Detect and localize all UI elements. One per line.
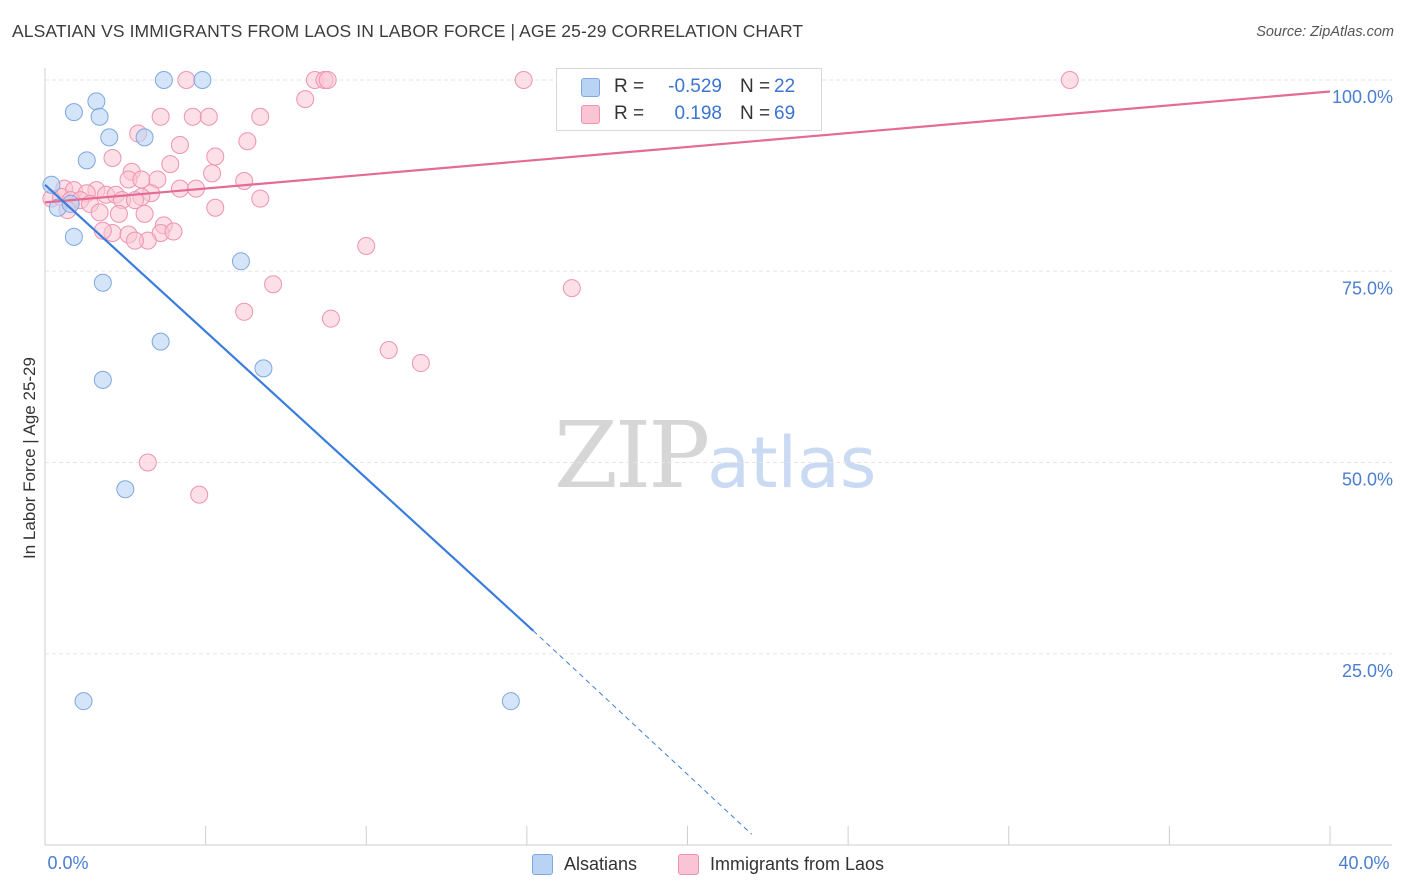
data-point-laos[interactable] [264,275,283,294]
legend-swatch-laos [678,853,699,875]
y-tick-label: 100.0% [1332,87,1393,107]
data-point-laos[interactable] [206,147,225,166]
data-point-laos[interactable] [206,198,225,217]
y-tick-label: 75.0% [1342,278,1393,298]
correlation-legend: R = -0.529 N = 22 R = 0.198 N = 69 [556,68,822,131]
data-point-alsatians[interactable] [501,692,520,711]
data-point-laos[interactable] [1060,71,1079,89]
legend-swatch-alsatians [581,77,600,97]
data-point-laos[interactable] [238,132,257,151]
data-point-laos[interactable] [357,237,376,256]
n-label: N = [740,103,771,124]
data-point-alsatians[interactable] [154,71,173,89]
y-tick-label: 50.0% [1342,470,1393,490]
data-point-laos[interactable] [562,279,581,298]
data-point-alsatians[interactable] [193,71,212,89]
data-point-alsatians[interactable] [77,151,96,170]
data-point-laos[interactable] [251,189,270,208]
legend-swatch-laos [581,104,600,124]
legend-row-alsatians: R = -0.529 N = 22 [581,75,795,99]
data-point-laos[interactable] [251,107,270,126]
r-label: R = [614,76,645,97]
data-point-laos[interactable] [170,136,189,155]
data-point-laos[interactable] [170,179,189,198]
legend-label-laos: Immigrants from Laos [710,853,885,874]
legend-item-alsatians[interactable]: Alsatians [532,852,637,876]
data-point-alsatians[interactable] [151,332,170,351]
data-point-laos[interactable] [199,107,218,126]
r-value: -0.529 [668,76,722,97]
watermark: ZIPatlas [554,400,876,510]
watermark-zip: ZIP [554,402,710,509]
data-point-laos[interactable] [203,164,222,183]
data-point-laos[interactable] [318,71,337,89]
trendline-alsatians-extension [532,630,753,835]
data-point-alsatians[interactable] [64,103,83,122]
y-tick-label: 25.0% [1342,661,1393,681]
data-point-laos[interactable] [321,309,340,328]
data-point-laos[interactable] [379,341,398,360]
trendline-alsatians [44,183,535,632]
data-point-laos[interactable] [164,222,183,241]
data-point-laos[interactable] [411,354,430,373]
data-point-laos[interactable] [103,149,122,168]
legend-row-laos: R = 0.198 N = 69 [581,102,795,126]
data-point-alsatians[interactable] [254,359,273,378]
data-point-laos[interactable] [235,171,254,190]
n-value: 69 [774,103,796,124]
source-label: Source: ZipAtlas.com [1256,24,1394,40]
data-point-alsatians[interactable] [116,480,135,499]
data-point-laos[interactable] [235,302,254,321]
data-point-alsatians[interactable] [100,128,119,147]
data-point-laos[interactable] [109,204,128,223]
r-label: R = [614,103,645,124]
data-point-laos[interactable] [135,204,154,223]
n-label: N = [740,76,771,97]
n-value: 22 [774,76,796,97]
data-point-laos[interactable] [296,90,315,109]
chart-title: ALSATIAN VS IMMIGRANTS FROM LAOS IN LABO… [12,21,804,41]
watermark-atlas: atlas [707,422,877,504]
x-tick-label: 0.0% [47,853,88,873]
data-point-alsatians[interactable] [231,252,250,271]
legend-label-alsatians: Alsatians [564,853,638,874]
legend-swatch-alsatians [532,853,553,875]
r-value: 0.198 [674,103,722,124]
data-point-laos[interactable] [125,231,144,250]
data-point-alsatians[interactable] [64,227,83,246]
data-point-laos[interactable] [138,453,157,472]
data-point-alsatians[interactable] [93,273,112,292]
data-point-laos[interactable] [151,107,170,126]
data-point-alsatians[interactable] [42,175,61,194]
trendline-laos [44,90,1331,204]
data-point-laos[interactable] [183,107,202,126]
data-point-alsatians[interactable] [74,692,93,711]
data-point-laos[interactable] [90,203,109,222]
legend-item-laos[interactable]: Immigrants from Laos [678,852,884,876]
data-point-laos[interactable] [177,71,196,89]
data-point-alsatians[interactable] [90,107,109,126]
data-point-laos[interactable] [514,71,533,89]
data-point-laos[interactable] [161,155,180,174]
data-point-alsatians[interactable] [135,128,154,147]
x-tick-label: 40.0% [1338,853,1389,873]
data-point-alsatians[interactable] [93,370,112,389]
data-point-alsatians[interactable] [87,92,106,111]
data-point-laos[interactable] [190,485,209,504]
series-legend: Alsatians Immigrants from Laos [0,852,1406,878]
